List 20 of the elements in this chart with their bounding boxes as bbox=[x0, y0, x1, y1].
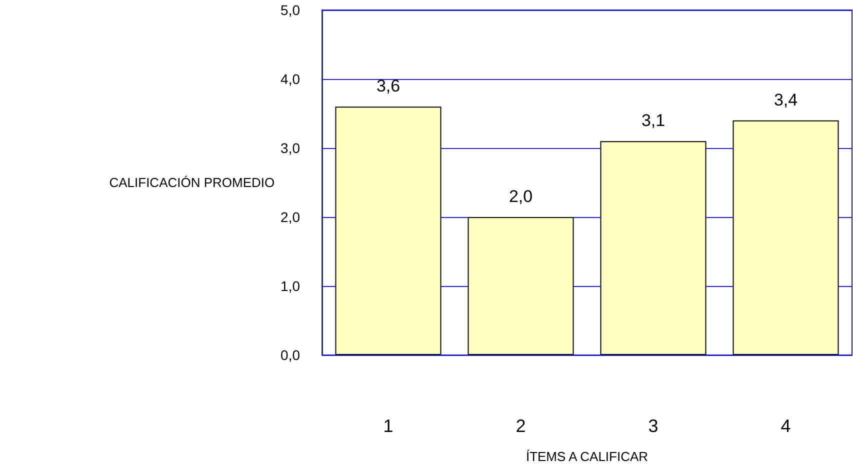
bar bbox=[335, 106, 442, 355]
x-tick-label: 2 bbox=[516, 416, 526, 436]
x-axis-title: ÍTEMS A CALIFICAR bbox=[526, 449, 648, 464]
y-tick-label: 2,0 bbox=[280, 209, 300, 225]
bar bbox=[732, 120, 839, 355]
y-tick-label: 4,0 bbox=[280, 71, 300, 87]
x-tick-label: 3 bbox=[648, 416, 658, 436]
y-tick-label: 5,0 bbox=[280, 2, 300, 18]
y-tick-label: 3,0 bbox=[280, 140, 300, 156]
bar bbox=[600, 141, 706, 355]
data-label: 2,0 bbox=[508, 187, 533, 206]
y-tick-label: 0,0 bbox=[280, 347, 300, 363]
y-axis-title: CALIFICACIÓN PROMEDIO bbox=[109, 175, 275, 190]
y-tick-label: 1,0 bbox=[280, 278, 300, 294]
data-label: 3,4 bbox=[774, 90, 798, 110]
data-label: 3,1 bbox=[641, 111, 666, 130]
bar bbox=[468, 217, 574, 355]
x-tick-label: 1 bbox=[383, 416, 394, 436]
data-label: 3,6 bbox=[376, 76, 400, 96]
x-tick-label: 4 bbox=[780, 416, 791, 436]
